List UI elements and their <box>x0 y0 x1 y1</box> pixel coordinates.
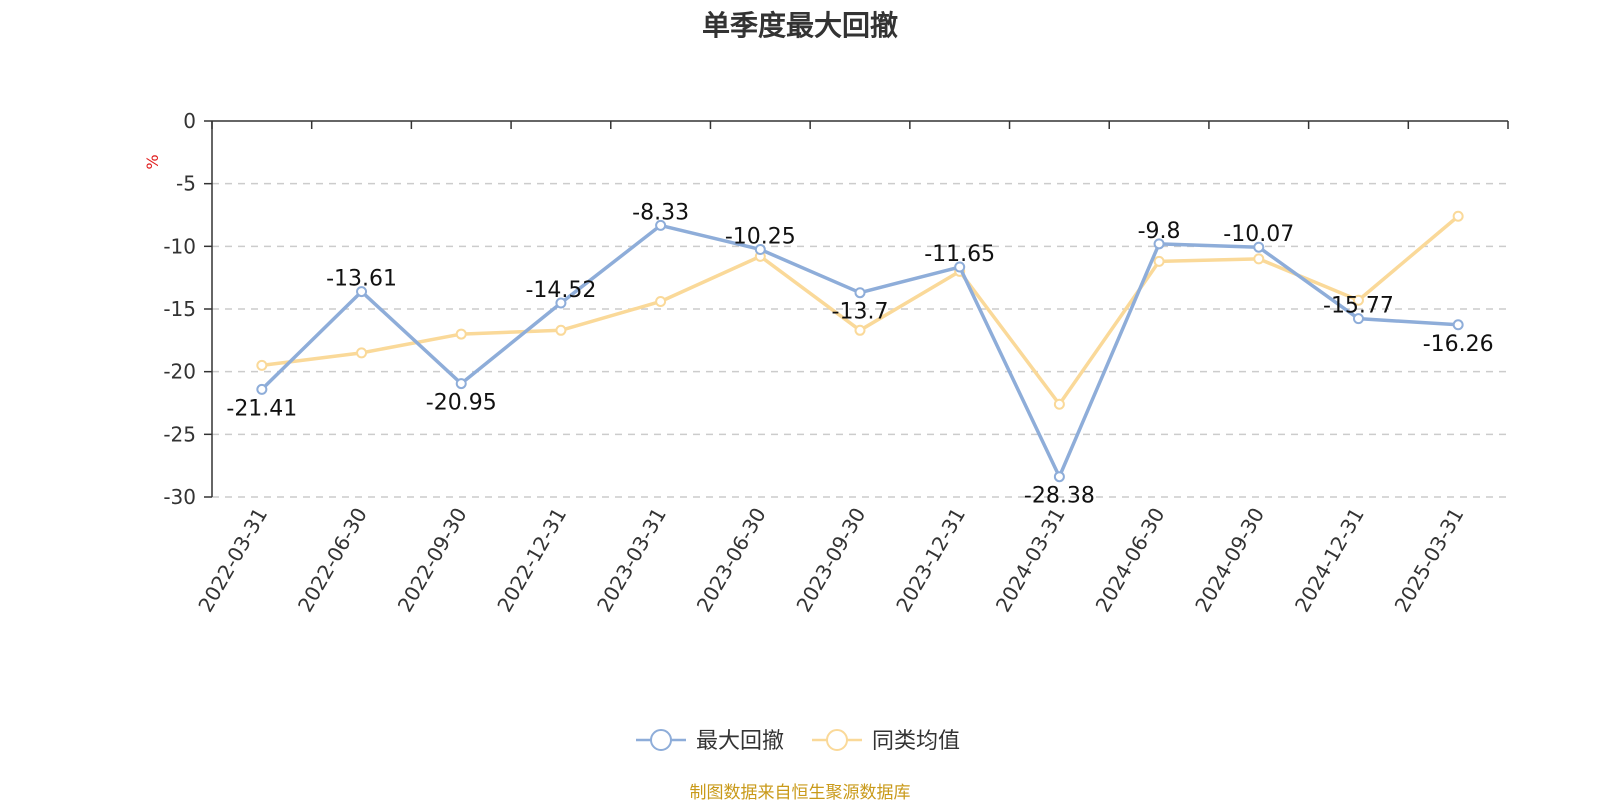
data-label: -16.26 <box>1423 332 1494 357</box>
axes: 0 -5 -10 -15 -20 -25 -30% 2022-03-31 2022-06-30 2… <box>143 109 1509 617</box>
x-tick-label: 2024-06-30 <box>1091 504 1170 617</box>
data-label: -20.95 <box>426 391 497 416</box>
y-tick-label: -15 <box>163 297 196 321</box>
data-label: -14.52 <box>525 278 596 303</box>
data-point <box>954 261 966 273</box>
data-point <box>854 287 866 299</box>
y-tick-label: -30 <box>163 485 196 509</box>
x-tick-label: 2024-09-30 <box>1190 504 1269 617</box>
data-label: -8.33 <box>632 200 689 225</box>
x-tick-label: 2022-09-30 <box>393 504 472 617</box>
data-point <box>455 378 467 390</box>
data-point <box>854 324 866 336</box>
data-point <box>356 286 368 298</box>
legend-label: 最大回撤 <box>696 729 784 754</box>
data-label: -28.38 <box>1024 484 1095 509</box>
data-point <box>1352 294 1364 306</box>
series-line-0 <box>260 223 1459 479</box>
source-note: 制图数据来自恒生聚源数据库 <box>689 783 911 803</box>
y-tick-label: -25 <box>163 422 196 446</box>
x-tick-label: 2023-09-30 <box>791 504 870 617</box>
data-point <box>1053 471 1065 483</box>
y-tick-label: -20 <box>163 360 196 384</box>
data-point <box>256 383 268 395</box>
series <box>256 210 1464 483</box>
y-tick-label: 0 <box>183 109 196 133</box>
data-point <box>555 297 567 309</box>
x-tick-label: 2023-03-31 <box>592 504 671 617</box>
legend: 最大回撤 同类均值 <box>636 729 960 754</box>
data-point <box>754 243 766 255</box>
y-tick-label: -10 <box>163 234 196 258</box>
data-point <box>655 295 667 307</box>
data-point <box>1253 253 1265 265</box>
data-point <box>1352 313 1364 325</box>
legend-marker <box>826 729 848 751</box>
data-point <box>1153 255 1165 267</box>
data-point <box>1153 238 1165 250</box>
x-tick-label: 2024-12-31 <box>1290 504 1369 617</box>
data-point <box>555 324 567 336</box>
x-tick-label: 2022-03-31 <box>193 504 272 617</box>
data-point <box>1053 398 1065 410</box>
grid-lines <box>212 182 1508 498</box>
data-label: -10.25 <box>725 224 796 249</box>
data-label: -13.7 <box>832 300 889 325</box>
data-label: -13.61 <box>326 267 397 292</box>
x-tick-label: 2022-06-30 <box>293 504 372 617</box>
data-label: -11.65 <box>924 242 995 267</box>
data-point <box>1253 241 1265 253</box>
data-label: -10.07 <box>1223 222 1294 247</box>
data-point <box>1452 319 1464 331</box>
x-tick-label: 2023-06-30 <box>692 504 771 617</box>
data-point <box>455 328 467 340</box>
y-axis-unit: % <box>143 154 162 169</box>
x-tick-label: 2024-03-31 <box>991 504 1070 617</box>
data-label: -9.8 <box>1138 219 1181 244</box>
x-tick-label: 2025-03-31 <box>1390 504 1469 617</box>
data-point <box>655 219 667 231</box>
legend-label: 同类均值 <box>872 729 960 754</box>
data-point <box>256 359 268 371</box>
data-labels: -21.41 -13.61 -20.95 -14.52 -8.33 -10.25 -13.7… <box>226 200 1493 508</box>
data-label: -15.77 <box>1323 294 1394 319</box>
x-tick-label: 2022-12-31 <box>492 504 571 617</box>
chart-title: 单季度最大回撤 <box>701 9 898 42</box>
y-tick-label: -5 <box>176 172 196 196</box>
legend-marker <box>650 729 672 751</box>
x-tick-label: 2023-12-31 <box>891 504 970 617</box>
data-point <box>356 347 368 359</box>
data-label: -21.41 <box>226 396 297 421</box>
data-point <box>1452 210 1464 222</box>
